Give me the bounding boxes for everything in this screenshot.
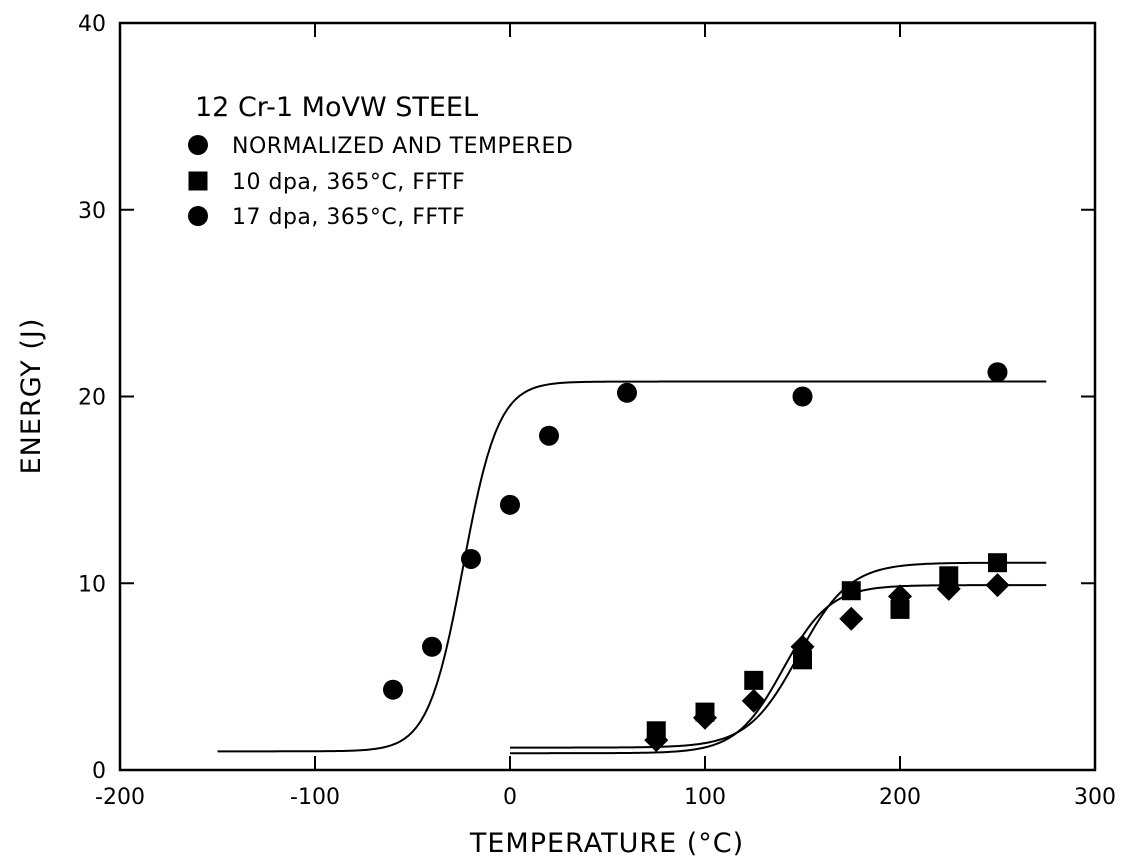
point-circle: [383, 679, 403, 700]
legend-label: 10 dpa, 365°C, FFTF: [232, 170, 465, 195]
point-diamond: [644, 728, 669, 753]
y-tick-label: 30: [78, 199, 106, 224]
point-diamond: [888, 584, 912, 609]
point-square: [939, 566, 959, 586]
point-square: [841, 581, 861, 601]
legend-label: 17 dpa, 365°C, FFTF: [232, 205, 465, 230]
legend-marker: [188, 135, 208, 155]
point-diamond: [693, 705, 717, 730]
x-axis-title: TEMPERATURE (°C): [469, 828, 744, 859]
x-tick-label: -100: [290, 785, 340, 810]
point-diamond: [839, 606, 864, 631]
y-tick-label: 20: [78, 386, 106, 411]
point-square: [890, 599, 910, 619]
point-circle: [539, 425, 559, 446]
point-circle: [617, 382, 637, 403]
legend-marker: [188, 206, 208, 226]
fit-curve: [217, 380, 1047, 753]
point-square: [988, 553, 1007, 573]
point-square: [744, 670, 764, 690]
axis-ticks: [119, 22, 1096, 771]
point-diamond: [741, 688, 766, 713]
point-circle: [461, 548, 481, 569]
x-tick-label: 300: [1074, 785, 1116, 810]
y-tick-label: 40: [78, 12, 106, 37]
y-tick-label: 10: [78, 572, 106, 597]
legend: NORMALIZED AND TEMPERED 10 dpa, 365°C, FF…: [188, 134, 573, 230]
point-circle: [500, 494, 520, 515]
legend-title: 12 Cr-1 MoVW STEEL: [195, 92, 478, 123]
x-tick-label: 0: [503, 785, 517, 810]
point-circle: [792, 386, 813, 407]
fit-curve: [510, 584, 1047, 755]
y-axis-title: ENERGY (J): [16, 318, 47, 475]
point-circle: [987, 362, 1008, 383]
x-tick-label: -200: [95, 785, 145, 810]
point-diamond: [985, 573, 1010, 598]
y-tick-label: 0: [92, 759, 106, 784]
legend-label: NORMALIZED AND TEMPERED: [232, 134, 573, 159]
fit-curves: [217, 380, 1047, 755]
x-tick-labels: -200 -100 0 100 200 300: [95, 785, 1116, 810]
data-points: [383, 362, 1010, 753]
x-tick-label: 200: [879, 785, 921, 810]
point-circle: [422, 636, 442, 657]
fit-curve: [510, 561, 1047, 749]
x-tick-label: 100: [684, 785, 726, 810]
point-square: [793, 650, 812, 670]
legend-marker: [188, 171, 208, 191]
point-diamond: [790, 634, 815, 659]
y-tick-labels: 0 10 20 30 40: [78, 12, 106, 784]
point-diamond: [936, 576, 961, 601]
